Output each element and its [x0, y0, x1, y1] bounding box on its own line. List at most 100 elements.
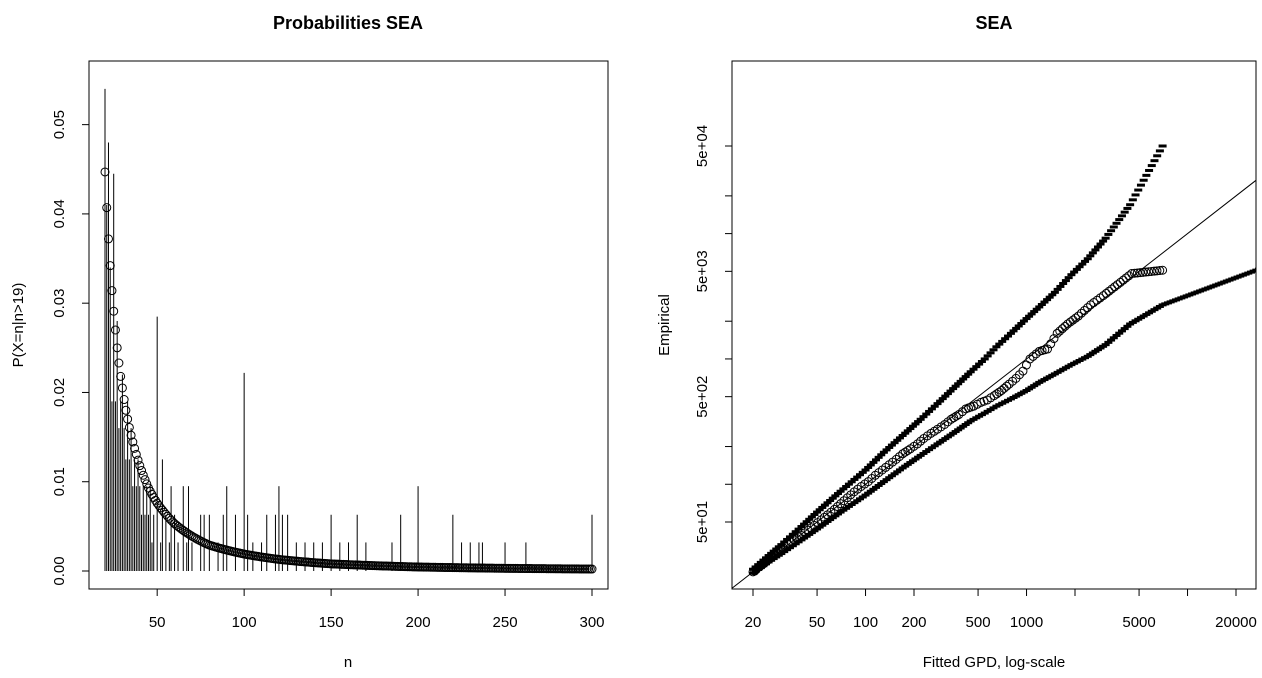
empirical-quantile-point: [1021, 360, 1031, 370]
empirical-quantile-point: [792, 533, 802, 543]
fitted-probability-point: [103, 234, 113, 244]
empirical-quantile-point: [1098, 291, 1108, 301]
empirical-quantile-point: [806, 523, 816, 533]
fitted-probability-point: [123, 414, 133, 424]
empirical-quantile-point: [1118, 275, 1128, 285]
empirical-quantile-point: [943, 417, 953, 427]
fitted-probability-point: [110, 325, 120, 335]
empirical-quantile-point: [912, 439, 922, 449]
x-tick-label-left: 200: [406, 614, 431, 631]
x-tick-label-right: 1000: [1010, 614, 1043, 631]
empirical-quantile-point: [839, 496, 849, 506]
empirical-quantile-point: [1086, 300, 1096, 310]
y-tick-label-right: 5e+02: [694, 376, 711, 418]
fitted-probability-point: [142, 479, 152, 489]
fitted-probability-point: [109, 306, 119, 316]
x-tick-label-right: 500: [966, 614, 991, 631]
empirical-quantile-point: [751, 564, 761, 574]
empirical-quantile-point: [940, 419, 950, 429]
y-tick-label-right: 5e+01: [694, 501, 711, 543]
empirical-quantile-point: [989, 391, 999, 401]
x-tick-label-left: 250: [493, 614, 518, 631]
empirical-quantile-point: [1080, 305, 1090, 315]
empirical-quantile-point: [1138, 267, 1148, 277]
y-tick-label-right: 5e+04: [694, 125, 711, 167]
y-axis-left: 0.00 0.01 0.02 0.03 0.04 0.05: [51, 110, 89, 586]
empirical-quantile-point: [1104, 286, 1114, 296]
empirical-quantile-point: [755, 562, 765, 572]
fitted-probability-point: [149, 492, 159, 502]
chart-title-right: SEA: [975, 13, 1012, 33]
x-tick-label-right: 50: [809, 614, 826, 631]
y-tick-label-left: 0.00: [51, 556, 68, 585]
fitted-probability-point: [130, 443, 140, 453]
x-tick-label-left: 50: [149, 614, 166, 631]
probability-spikes: [104, 88, 593, 571]
x-tick-label-right: 5000: [1122, 614, 1155, 631]
fitted-probability-point: [124, 422, 134, 432]
x-tick-label-left: 100: [232, 614, 257, 631]
fitted-probability-point: [133, 455, 143, 465]
x-axis-label-left: n: [344, 654, 352, 671]
empirical-quantile-point: [783, 540, 793, 550]
empirical-quantile-point: [776, 545, 786, 555]
empirical-quantile-point: [951, 411, 961, 421]
empirical-quantile-point: [1055, 326, 1065, 336]
probabilities-panel: Probabilities SEA 50 100 150 200 250 300 0.00…: [10, 13, 609, 671]
fitted-probability-point: [119, 395, 129, 405]
empirical-quantile-point: [1028, 351, 1038, 361]
fitted-probability-point: [126, 430, 136, 440]
x-axis-left: 50 100 150 200 250 300: [149, 589, 605, 631]
empirical-quantile-point: [1025, 354, 1035, 364]
empirical-quantile-point: [1083, 303, 1093, 313]
fitted-probability-point: [114, 358, 124, 368]
empirical-quantile-point: [1146, 266, 1156, 276]
y-tick-label-left: 0.02: [51, 378, 68, 407]
x-tick-label-right: 200: [901, 614, 926, 631]
empirical-quantile-point: [1043, 344, 1053, 354]
fitted-probability-point: [116, 371, 126, 381]
empirical-quantile-point: [1060, 321, 1070, 331]
empirical-quantile-point: [796, 531, 806, 541]
empirical-quantile-point: [1135, 268, 1145, 278]
y-axis-right: 5e+01 5e+02 5e+03 5e+04: [694, 125, 732, 543]
empirical-quantile-point: [903, 445, 913, 455]
x-tick-label-right: 20: [745, 614, 762, 631]
empirical-quantile-point: [900, 447, 910, 457]
empirical-quantile-point: [1071, 313, 1081, 323]
fitted-probability-point: [117, 383, 127, 393]
y-tick-label-left: 0.04: [51, 199, 68, 228]
fitted-probability-point: [100, 167, 110, 177]
fitted-probability-point: [131, 449, 141, 459]
empirical-quantile-point: [1049, 334, 1059, 344]
fitted-probability-point: [140, 475, 150, 485]
empirical-quantile-point: [1124, 271, 1134, 281]
fitted-probability-point: [121, 405, 131, 415]
empirical-quantile-point: [891, 454, 901, 464]
empirical-quantile-point: [916, 436, 926, 446]
empirical-quantile-point: [894, 452, 904, 462]
x-axis-label-right: Fitted GPD, log-scale: [923, 654, 1066, 671]
fitted-probability-point: [107, 286, 117, 296]
empirical-quantile-point: [1046, 339, 1056, 349]
empirical-quantile-point: [949, 413, 959, 423]
empirical-quantile-point: [1130, 268, 1140, 278]
empirical-quantile-point: [1095, 293, 1105, 303]
fitted-probability-point: [128, 437, 138, 447]
empirical-quantile-point: [1057, 324, 1067, 334]
fitted-probability-point: [137, 466, 147, 476]
x-axis-right: 20 50 100 200 500 1000 5000 20000: [745, 589, 1257, 631]
empirical-quantile-point: [829, 504, 839, 514]
empirical-quantile-point: [789, 535, 799, 545]
y-tick-label-left: 0.05: [51, 110, 68, 139]
empirical-quantile-point: [800, 528, 810, 538]
empirical-quantile-point: [846, 490, 856, 500]
empirical-quantile-point: [803, 525, 813, 535]
empirical-quantile-point: [761, 557, 771, 567]
y-tick-label-left: 0.01: [51, 467, 68, 496]
empirical-quantile-point: [992, 389, 1002, 399]
reference-line: [732, 179, 1256, 589]
empirical-quantile-point: [1155, 266, 1165, 276]
fitted-probability-point: [112, 343, 122, 353]
